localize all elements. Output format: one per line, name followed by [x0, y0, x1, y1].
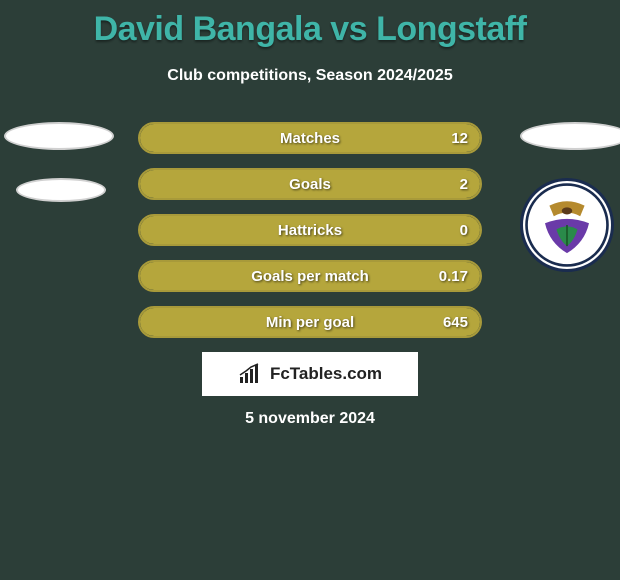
subtitle: Club competitions, Season 2024/2025: [0, 67, 620, 85]
stat-row: Matches12: [138, 122, 482, 154]
page-title: David Bangala vs Longstaff: [0, 0, 620, 49]
stat-fill-left: [140, 170, 310, 198]
stat-value-right: 2: [460, 176, 468, 193]
bar-chart-icon: [238, 363, 264, 385]
stat-value-right: 0.17: [439, 268, 468, 285]
player-right-badge-1: [520, 122, 620, 150]
stats-comparison-chart: Matches12 Goals2 Hattricks0 Goals per match…: [138, 122, 482, 352]
stat-fill-right: [310, 170, 480, 198]
stat-row: Goals2: [138, 168, 482, 200]
stat-value-right: 0: [460, 222, 468, 239]
stat-fill-left: [140, 124, 310, 152]
stat-row: Min per goal645: [138, 306, 482, 338]
stat-fill-left: [140, 308, 310, 336]
player-left-badge-1: [4, 122, 114, 150]
stat-fill-right: [310, 216, 480, 244]
club-crest-icon: [523, 181, 611, 269]
club-badge: [520, 178, 614, 272]
branding-box[interactable]: FcTables.com: [202, 352, 418, 396]
player-left-badge-2: [16, 178, 106, 202]
stat-row: Hattricks0: [138, 214, 482, 246]
stat-value-right: 12: [451, 130, 468, 147]
stat-value-right: 645: [443, 314, 468, 331]
stat-fill-left: [140, 216, 310, 244]
stat-row: Goals per match0.17: [138, 260, 482, 292]
branding-text: FcTables.com: [270, 364, 382, 384]
date-text: 5 november 2024: [0, 410, 620, 428]
stat-fill-left: [140, 262, 310, 290]
